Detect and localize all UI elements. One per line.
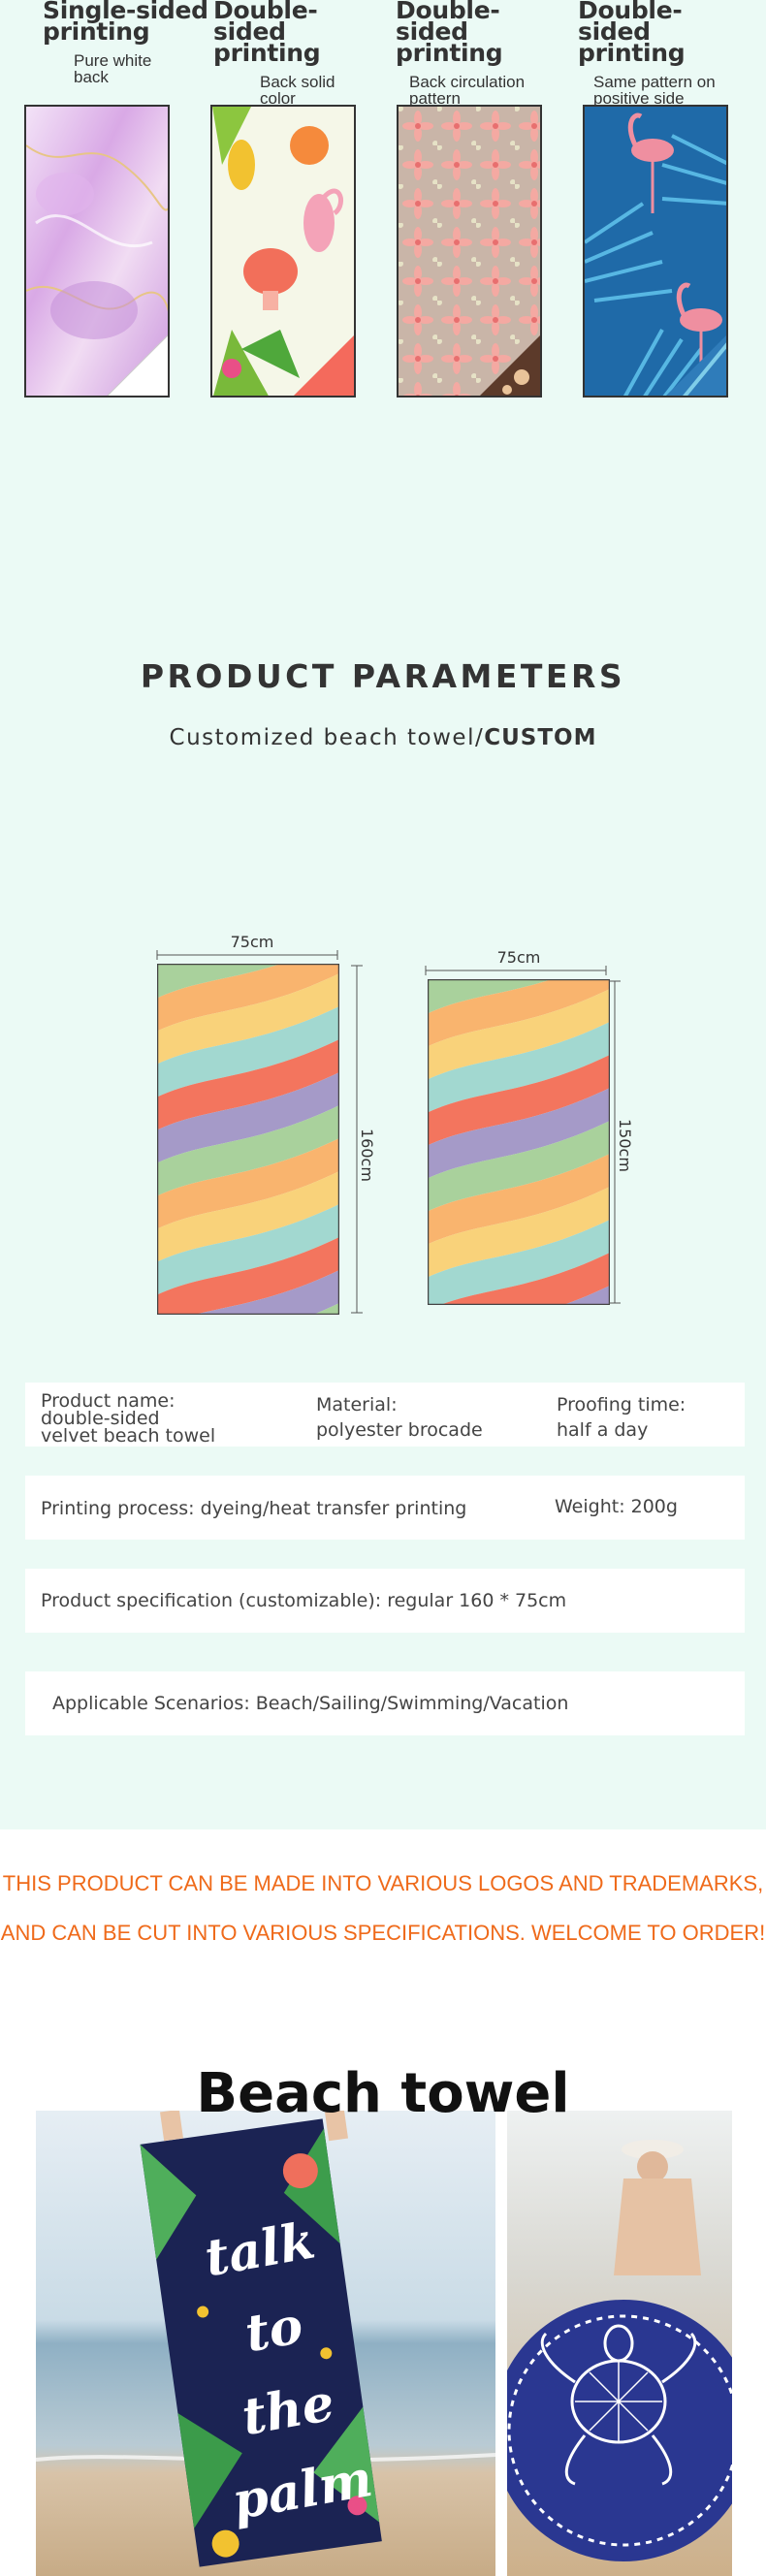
printing-type-desc: Back circulation pattern [409,73,526,108]
printing-type-title: Double-sided printing [396,0,503,67]
towel2-height-ruler [609,980,621,1304]
towel-marble-pattern [24,105,170,398]
rainbow-stripe [562,1286,610,1305]
towel2-rainbow [428,979,610,1305]
towel-dimensions: 75cm 160cm 75cm 150cm [136,921,640,1328]
printing-type-desc: Back solid color [260,73,335,108]
printing-type-title: Single-sided printing [43,0,208,46]
material-value: polyester brocade [316,1419,483,1441]
towel-flamingo-fruit-pattern [210,105,356,398]
printing-type-single-sided: Single-sided printing Pure white back [43,0,227,85]
product-parameters-title: PRODUCT PARAMETERS [140,657,626,695]
printing-type-double-circulation: Double-sided printing Back circulation p… [396,0,580,107]
product-specification: Product specification (customizable): re… [41,1590,567,1611]
printing-type-title: Double-sided printing [578,0,686,67]
subtitle-bold: CUSTOM [484,725,597,750]
rainbow-stripe [428,989,610,1080]
promo-line-2: AND CAN BE CUT INTO VARIOUS SPECIFICATIO… [0,1921,766,1945]
beach-towel-title: Beach towel [196,2062,570,2125]
rainbow-stripe [157,1039,339,1130]
detail-row-scenarios: Applicable Scenarios: Beach/Sailing/Swim… [25,1671,745,1735]
rainbow-stripe [440,1253,610,1305]
printing-type-double-solid: Double-sided printing Back solid color [213,0,398,107]
product-name-value: velvet beach towel [41,1425,216,1447]
towel-text-line: to the [238,2296,339,2448]
photo-talk-to-the-palm-towel: talk to the palm [36,2111,495,2576]
rainbow-stripe [157,1138,339,1229]
weight: Weight: 200g [555,1496,678,1517]
towel-floral-pattern [397,105,542,398]
rainbow-stripe [428,1022,610,1113]
applicable-scenarios: Applicable Scenarios: Beach/Sailing/Swim… [52,1693,569,1714]
rainbow-stripe [428,1121,610,1212]
rainbow-stripe [157,1237,339,1315]
towel2-height-label: 150cm [616,1119,634,1172]
towel2-width-label: 75cm [496,948,541,967]
rainbow-stripe [428,1088,610,1179]
rainbow-stripe [428,979,552,1014]
promo-line-1: THIS PRODUCT CAN BE MADE INTO VARIOUS LO… [2,1871,764,1895]
printing-type-title: Double-sided printing [213,0,321,67]
detail-row-basic: Product name: double-sided velvet beach … [25,1383,745,1447]
rainbow-stripe [157,973,339,1065]
rainbow-stripe [312,1303,339,1315]
rainbow-stripe [157,1072,339,1163]
material-field: Material: polyester brocade [316,1392,483,1443]
printing-process: Printing process: dyeing/heat transfer p… [41,1498,467,1519]
rainbow-stripe [194,1270,339,1315]
rainbow-stripe [428,1220,610,1305]
printing-type-double-same: Double-sided printing Same pattern on po… [578,0,762,107]
printing-type-desc: Same pattern on positive side [593,73,716,108]
proofing-field: Proofing time: half a day [557,1392,686,1443]
towel2-width-ruler [425,966,607,975]
material-label: Material: [316,1394,398,1415]
photo-turtle-round-towel [507,2111,732,2576]
rainbow-stripe [428,1055,610,1146]
rainbow-stripe [157,964,339,1032]
towel1-height-label: 160cm [358,1129,376,1182]
rainbow-stripe [157,1204,339,1295]
rainbow-stripe [428,1154,610,1245]
detail-row-process: Printing process: dyeing/heat transfer p… [25,1476,745,1540]
product-parameters-subtitle: Customized beach towel/CUSTOM [0,725,766,750]
printing-type-desc: Pure white back [74,51,152,86]
beach-towel-section: Beach towel [0,2052,766,2576]
proofing-label: Proofing time: [557,1394,686,1415]
towel-flamingo-palm-pattern [583,105,728,398]
rainbow-stripe [428,1187,610,1278]
detail-row-specification: Product specification (customizable): re… [25,1569,745,1633]
rainbow-stripe [157,1105,339,1196]
proofing-value: half a day [557,1419,649,1441]
rainbow-stripe [157,1006,339,1097]
product-name-label: Product name: [41,1390,176,1412]
product-name-field: Product name: double-sided velvet beach … [41,1390,216,1447]
product-name-value: double-sided [41,1408,160,1429]
rainbow-stripe [157,1171,339,1262]
printing-types-section: Single-sided printing Pure white back Do… [0,0,766,417]
subtitle-plain: Customized beach towel/ [169,725,485,750]
towel1-width-ruler [156,950,338,960]
rainbow-stripe [157,964,281,999]
towel1-width-label: 75cm [230,933,274,951]
promo-section: THIS PRODUCT CAN BE MADE INTO VARIOUS LO… [0,1829,766,2052]
towel1-height-ruler [351,965,363,1314]
towel1-rainbow [157,964,339,1315]
rainbow-stripe [428,979,610,1047]
